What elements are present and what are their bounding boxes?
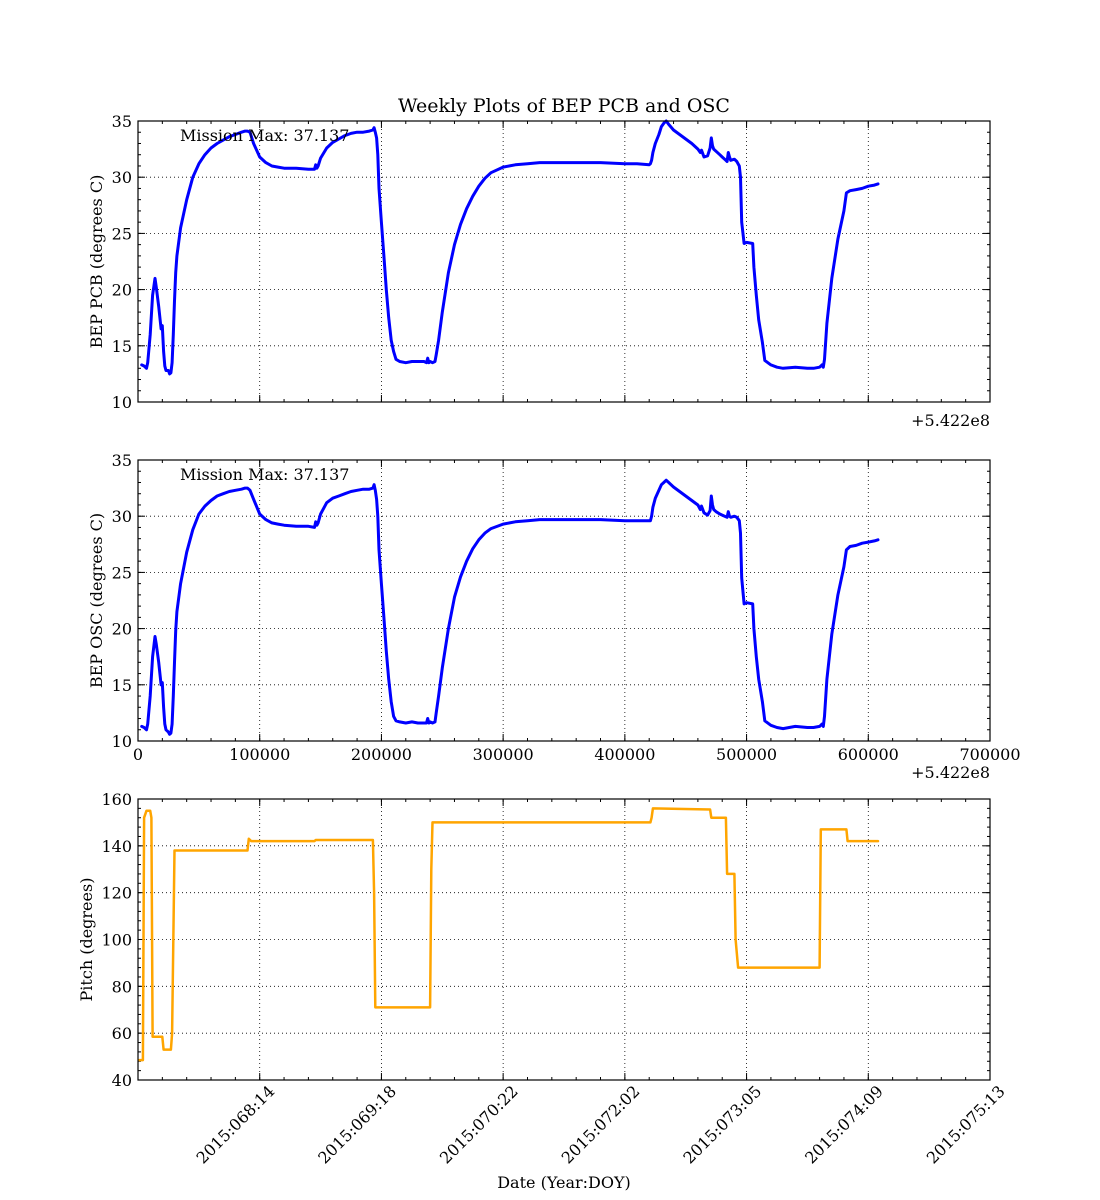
osc-y-tick-label: 25	[112, 563, 132, 582]
pcb-y-tick-label: 25	[112, 224, 132, 243]
pitch-y-tick-label: 80	[112, 977, 132, 996]
pcb-y-tick-label: 15	[112, 337, 132, 356]
osc-x-tick-label: 500000	[716, 745, 777, 764]
pitch-y-tick-label: 100	[101, 931, 132, 950]
pcb-series-line	[140, 119, 880, 376]
osc-y-tick-label: 15	[112, 676, 132, 695]
pcb-y-tick-label: 30	[112, 168, 132, 187]
osc-y-tick-label: 20	[112, 620, 132, 639]
osc-annotation: Mission Max: 37.137	[180, 465, 349, 484]
figure-xlabel: Date (Year:DOY)	[497, 1173, 631, 1192]
osc-x-tick-label: 200000	[351, 745, 412, 764]
osc-x-tick-label: 100000	[229, 745, 290, 764]
pitch-y-tick-label: 120	[101, 884, 132, 903]
pitch-y-tick-label: 140	[101, 837, 132, 856]
pitch-y-tick-label: 60	[112, 1024, 132, 1043]
pcb-annotation: Mission Max: 37.137	[180, 126, 349, 145]
pitch-y-axis-label: Pitch (degrees)	[77, 878, 96, 1002]
osc-x-offset-label: +5.422e8	[911, 763, 990, 782]
osc-x-tick-label: 700000	[959, 745, 1020, 764]
osc-temperature-plot: 10 15 20 25 30 35 0 100000 200000 300000 400000 500…	[87, 451, 1021, 782]
pitch-series-line	[137, 807, 880, 1062]
osc-y-tick-label: 10	[112, 732, 132, 751]
osc-axes-frame	[137, 459, 991, 742]
pcb-y-tick-label: 35	[112, 112, 132, 131]
osc-x-tick-label: 400000	[594, 745, 655, 764]
pitch-y-tick-label: 40	[112, 1071, 132, 1090]
pitch-axes-frame	[137, 798, 991, 1081]
osc-series-line	[140, 478, 880, 736]
pcb-axes-frame	[137, 120, 991, 403]
pcb-y-tick-label: 20	[112, 281, 132, 300]
osc-x-tick-label: 300000	[473, 745, 534, 764]
osc-x-tick-label: 0	[133, 745, 143, 764]
osc-y-tick-label: 35	[112, 451, 132, 470]
pcb-y-axis-label: BEP PCB (degrees C)	[87, 175, 106, 349]
pitch-y-tick-label: 160	[101, 790, 132, 809]
pcb-temperature-plot: 10 15 20 25 30 35 +5.422e8 BEP PCB (degrees C) M…	[87, 112, 991, 430]
osc-y-tick-label: 30	[112, 507, 132, 526]
figure-title: Weekly Plots of BEP PCB and OSC	[398, 95, 730, 117]
pcb-x-offset-label: +5.422e8	[911, 411, 990, 430]
osc-y-axis-label: BEP OSC (degrees C)	[87, 513, 106, 688]
pcb-y-tick-label: 10	[112, 393, 132, 412]
osc-x-tick-label: 600000	[838, 745, 899, 764]
